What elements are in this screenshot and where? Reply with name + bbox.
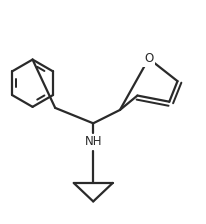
Text: NH: NH	[84, 135, 102, 148]
Text: O: O	[143, 52, 153, 65]
